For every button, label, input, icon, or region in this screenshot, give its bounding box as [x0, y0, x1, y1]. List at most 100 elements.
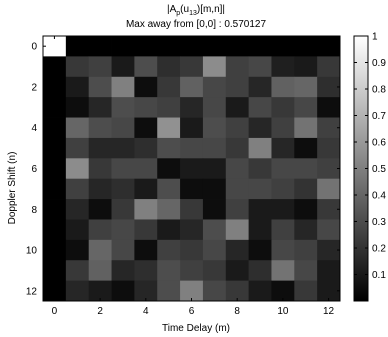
- heatmap-cell: [65, 36, 90, 57]
- heatmap-cell: [317, 219, 341, 241]
- heatmap-cell: [65, 76, 90, 98]
- heatmap-cell: [111, 76, 135, 98]
- heatmap-cell: [271, 199, 295, 220]
- heatmap-cell: [111, 158, 135, 180]
- heatmap-cell: [88, 76, 112, 98]
- heatmap-cell: [88, 56, 112, 78]
- heatmap-cell: [271, 219, 295, 241]
- heatmap-cell: [134, 260, 158, 282]
- heatmap-cell: [43, 76, 67, 98]
- heatmap-cell: [43, 199, 67, 220]
- heatmap-cell: [317, 137, 341, 159]
- heatmap-cell: [225, 239, 250, 261]
- heatmap-cell: [317, 76, 341, 98]
- heatmap-cell: [111, 56, 135, 78]
- heatmap-cell: [43, 178, 67, 200]
- heatmap-cell: [271, 97, 295, 118]
- heatmap-cell: [157, 36, 181, 57]
- heatmap-cell: [157, 137, 181, 159]
- heatmap-cell: [111, 97, 135, 118]
- y-axis: 0 2 4 6 8 10 12: [26, 42, 340, 297]
- heatmap-cell: [65, 56, 90, 78]
- heatmap-cell: [271, 280, 295, 302]
- heatmap-cell: [248, 280, 272, 302]
- heatmap-cell: [43, 56, 67, 78]
- heatmap-cell: [65, 199, 90, 220]
- heatmap-cell: [65, 280, 90, 302]
- heatmap-cell: [317, 239, 341, 261]
- heatmap-cell: [134, 76, 158, 98]
- heatmap-cell: [248, 199, 272, 220]
- heatmap-cell: [88, 260, 112, 282]
- colorbar-tick-label: 0.9: [372, 58, 386, 69]
- heatmap-cell: [225, 76, 250, 98]
- heatmap-cell: [157, 219, 181, 241]
- heatmap-cell: [271, 239, 295, 261]
- heatmap-cell: [157, 260, 181, 282]
- heatmap-cell: [225, 280, 250, 302]
- heatmap-cell: [225, 56, 250, 78]
- colorbar-tick-label: 1: [372, 32, 378, 43]
- colorbar-tick-label: 0.5: [372, 164, 386, 175]
- heatmap-cell: [111, 280, 135, 302]
- colorbar-tick-label: 0.1: [372, 270, 386, 281]
- heatmap-cell: [317, 56, 341, 78]
- heatmap-cell: [111, 137, 135, 159]
- heatmap-cell: [202, 178, 227, 200]
- heatmap-cell: [88, 239, 112, 261]
- heatmap-cell: [317, 199, 341, 220]
- heatmap-cell: [88, 97, 112, 118]
- heatmap-cell: [157, 178, 181, 200]
- y-tick-label: 10: [26, 246, 38, 257]
- heatmap-cell: [248, 97, 272, 118]
- heatmap-cell: [317, 280, 341, 302]
- heatmap-cell: [271, 137, 295, 159]
- heatmap-cell: [88, 137, 112, 159]
- y-axis-label: Doppler Shift (n): [7, 152, 18, 225]
- heatmap-cell: [202, 137, 227, 159]
- heatmap-cell: [111, 219, 135, 241]
- heatmap-cell: [271, 76, 295, 98]
- heatmap-cell: [111, 36, 135, 57]
- x-tick-label: 8: [234, 306, 240, 317]
- heatmap-cell: [111, 117, 135, 139]
- heatmap-cell: [180, 178, 204, 200]
- heatmap-cell: [88, 158, 112, 180]
- heatmap-cell: [65, 260, 90, 282]
- heatmap-cell: [134, 199, 158, 220]
- heatmap-cell: [88, 219, 112, 241]
- heatmap-cell: [294, 137, 318, 159]
- x-tick-label: 2: [97, 306, 103, 317]
- heatmap-cell: [43, 117, 67, 139]
- heatmap-cell: [180, 280, 204, 302]
- heatmap-cell: [202, 76, 227, 98]
- heatmap-cell: [294, 56, 318, 78]
- heatmap-cell: [225, 219, 250, 241]
- x-axis-label: Time Delay (m): [162, 323, 230, 334]
- heatmap-cell: [180, 137, 204, 159]
- colorbar-tick-label: 0.6: [372, 138, 386, 149]
- heatmap-cell: [134, 280, 158, 302]
- heatmap-cell: [225, 97, 250, 118]
- heatmap-cell: [248, 219, 272, 241]
- heatmap-cell: [134, 178, 158, 200]
- x-tick-label: 12: [323, 306, 335, 317]
- heatmap-cells: [43, 36, 341, 302]
- heatmap-cell: [65, 97, 90, 118]
- heatmap-cell: [202, 56, 227, 78]
- heatmap-cell: [134, 97, 158, 118]
- heatmap-cell: [248, 260, 272, 282]
- title-line-1: |Ap(u13)[m,n]|: [167, 4, 225, 17]
- heatmap-cell: [88, 117, 112, 139]
- heatmap-cell: [202, 280, 227, 302]
- heatmap-cell: [225, 117, 250, 139]
- heatmap-cell: [88, 178, 112, 200]
- heatmap-cell: [180, 76, 204, 98]
- heatmap-cell: [88, 199, 112, 220]
- colorbar-tick-label: 0.3: [372, 217, 386, 228]
- heatmap-cell: [180, 199, 204, 220]
- heatmap-cell: [225, 158, 250, 180]
- colorbar-tick-label: 0.2: [372, 244, 386, 255]
- y-tick-label: 4: [31, 123, 37, 134]
